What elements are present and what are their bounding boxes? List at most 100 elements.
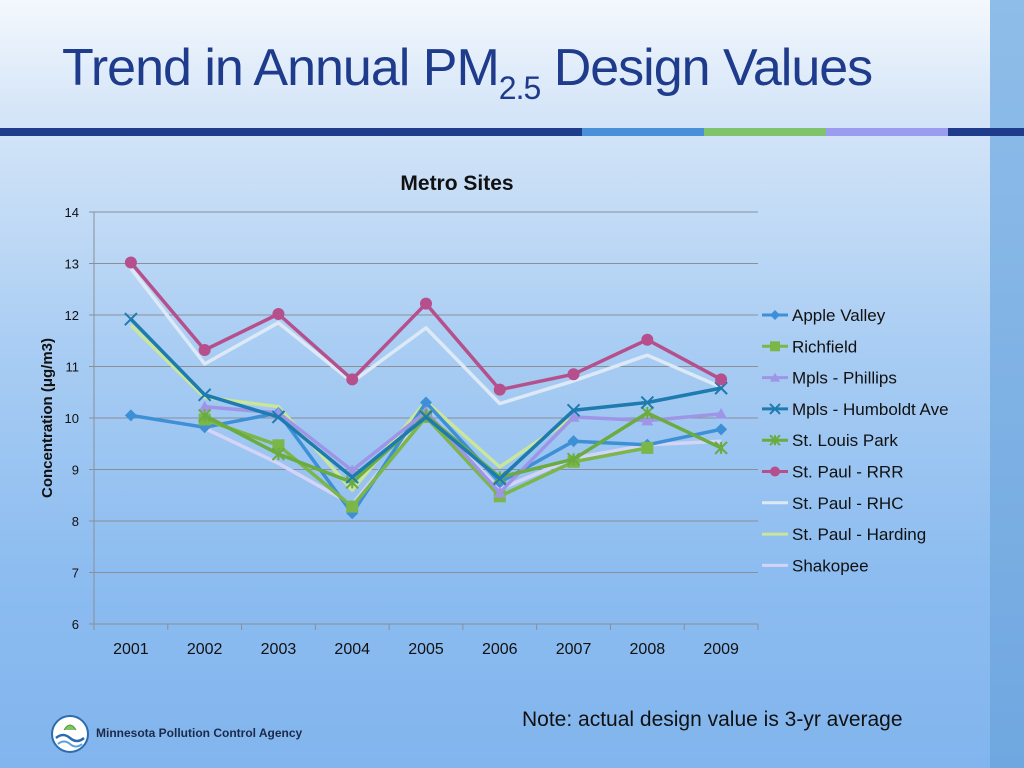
- point-st-paul-rrr-2008: [641, 333, 654, 346]
- legend-marker-richfield: [770, 341, 780, 352]
- chart-title: Metro Sites: [400, 172, 513, 195]
- point-mpls-humboldt-ave-2006: [493, 472, 507, 486]
- point-mpls-humboldt-ave-2009: [714, 381, 728, 395]
- point-mpls-humboldt-ave-2008: [640, 395, 655, 410]
- x-tick-label-2002: 2002: [187, 641, 223, 658]
- point-richfield-2008: [641, 441, 654, 454]
- legend-item-st-paul-rhc: St. Paul - RHC: [762, 494, 903, 513]
- legend-label-st-paul-rhc: St. Paul - RHC: [792, 494, 903, 513]
- legend-item-shakopee: Shakopee: [762, 556, 869, 575]
- legend-item-mpls-humboldt-ave: Mpls - Humboldt Ave: [762, 400, 949, 419]
- legend-item-st-paul-rrr: St. Paul - RRR: [762, 463, 903, 482]
- point-mpls-humboldt-ave-2004: [345, 470, 359, 484]
- point-mpls-phillips-2009: [715, 407, 728, 419]
- chart-gridlines: [94, 211, 758, 573]
- legend-marker-mpls-phillips: [770, 372, 780, 382]
- legend-marker-st-louis-park: [769, 434, 781, 446]
- chart-axes: [89, 211, 759, 630]
- point-st-paul-rrr-2005: [420, 297, 432, 310]
- point-st-paul-rrr-2007: [567, 368, 580, 381]
- y-tick-label-13: 13: [65, 257, 79, 272]
- chart-legend: Apple Valley Richfield Mpls - Phillips Mpls…: [762, 306, 949, 575]
- x-tick-labels: 2001 2002 2003 2004 2005 2006 2007 2008 2009: [113, 641, 739, 658]
- line-st-paul-rhc: [129, 267, 722, 406]
- title-main: Trend in Annual PM: [62, 39, 500, 97]
- point-apple-valley-2007: [567, 435, 580, 448]
- legend-label-mpls-humboldt-ave: Mpls - Humboldt Ave: [792, 400, 949, 419]
- legend-label-st-louis-park: St. Louis Park: [792, 431, 898, 450]
- legend-label-st-paul-harding: St. Paul - Harding: [792, 525, 926, 544]
- series-st-paul-rhc: [129, 267, 722, 406]
- footnote: Note: actual design value is 3-yr averag…: [522, 708, 903, 731]
- legend-item-richfield: Richfield: [762, 337, 857, 356]
- series-st-paul-harding: [129, 324, 575, 492]
- title-rule-accent-purple: [826, 128, 948, 136]
- x-tick-label-2005: 2005: [408, 641, 444, 658]
- legend-item-mpls-phillips: Mpls - Phillips: [762, 369, 897, 388]
- y-tick-label-8: 8: [72, 514, 79, 529]
- title-rule-accent-blue: [582, 128, 704, 136]
- point-st-louis-park-2002: [197, 408, 212, 423]
- y-tick-labels: 6 7 8 9 10 11 12 13 14: [65, 205, 79, 632]
- legend-label-shakopee: Shakopee: [792, 556, 869, 575]
- y-tick-label-11: 11: [66, 360, 80, 375]
- slide-title: Trend in Annual PM2.5 Design Values: [62, 38, 873, 107]
- y-tick-label-6: 6: [72, 617, 79, 632]
- point-st-paul-rrr-2001: [124, 256, 137, 269]
- pm25-line-chart: Metro Sites Concentration (μg/m3) 6 7 8 9 10…: [39, 172, 949, 658]
- point-richfield-2003: [272, 439, 285, 452]
- point-apple-valley-2005: [420, 396, 432, 409]
- legend-label-apple-valley: Apple Valley: [792, 306, 886, 325]
- point-apple-valley-2004: [346, 507, 359, 520]
- point-st-paul-rrr-2009: [715, 373, 728, 386]
- line-richfield: [204, 415, 648, 509]
- y-tick-label-7: 7: [72, 566, 79, 581]
- x-tick-label-2001: 2001: [113, 641, 149, 658]
- x-tick-label-2007: 2007: [556, 641, 592, 658]
- point-richfield-2004: [346, 500, 359, 513]
- y-tick-label-10: 10: [65, 411, 79, 426]
- point-st-paul-rrr-2004: [346, 373, 359, 386]
- x-tick-label-2004: 2004: [334, 641, 370, 658]
- legend-item-apple-valley: Apple Valley: [762, 306, 886, 325]
- point-apple-valley-2009: [715, 423, 728, 436]
- point-st-louis-park-2003: [271, 447, 286, 461]
- point-mpls-phillips-2002: [198, 400, 211, 412]
- point-st-paul-rrr-2002: [198, 344, 211, 357]
- title-end: Design Values: [540, 39, 873, 97]
- series-richfield: [198, 410, 654, 513]
- point-mpls-phillips-2007: [567, 410, 580, 422]
- legend-label-st-paul-rrr: St. Paul - RRR: [792, 463, 903, 482]
- legend-item-st-louis-park: St. Louis Park: [762, 431, 898, 450]
- point-st-paul-rrr-2006: [493, 383, 506, 396]
- point-apple-valley-2001: [124, 409, 137, 422]
- line-st-paul-rrr: [129, 261, 722, 392]
- x-tick-label-2009: 2009: [703, 641, 739, 658]
- line-st-paul-harding: [129, 324, 575, 492]
- point-mpls-phillips-2006: [493, 486, 506, 498]
- org-name: Minnesota Pollution Control Agency: [96, 726, 303, 740]
- title-subscript: 2.5: [498, 70, 541, 106]
- chart-series: [124, 256, 728, 520]
- point-st-louis-park-2008: [640, 406, 655, 420]
- point-mpls-humboldt-ave-2007: [566, 403, 581, 417]
- point-mpls-humboldt-ave-2002: [197, 388, 212, 402]
- x-tick-label-2006: 2006: [482, 641, 518, 658]
- y-axis-label: Concentration (μg/m3): [39, 338, 56, 498]
- title-rule-dark-right: [948, 128, 1024, 136]
- y-tick-label-12: 12: [65, 308, 79, 323]
- point-st-louis-park-2007: [566, 452, 581, 466]
- legend-marker-mpls-humboldt-ave: [769, 403, 781, 415]
- point-st-paul-rrr-2003: [272, 307, 285, 320]
- y-tick-label-9: 9: [72, 463, 79, 478]
- title-rule-accent-green: [704, 128, 826, 136]
- y-tick-label-14: 14: [65, 205, 79, 220]
- x-tick-label-2008: 2008: [630, 641, 666, 658]
- x-tick-label-2003: 2003: [261, 641, 297, 658]
- legend-item-st-paul-harding: St. Paul - Harding: [762, 525, 926, 544]
- legend-marker-st-paul-rrr: [770, 466, 780, 477]
- legend-marker-apple-valley: [770, 310, 780, 320]
- point-mpls-humboldt-ave-2001: [124, 312, 138, 326]
- legend-label-richfield: Richfield: [792, 337, 857, 356]
- point-mpls-phillips-2008: [641, 414, 654, 426]
